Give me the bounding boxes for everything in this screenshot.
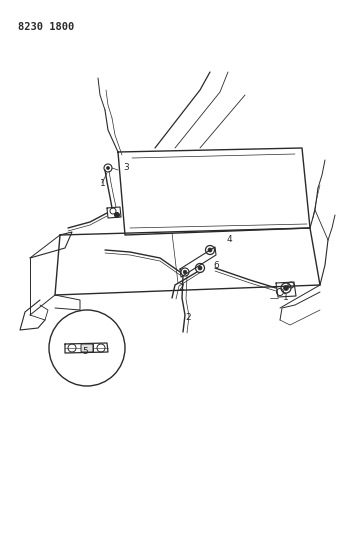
Text: 4: 4 — [227, 236, 233, 245]
Text: 3: 3 — [123, 164, 129, 173]
Circle shape — [106, 166, 109, 169]
Text: 8230 1800: 8230 1800 — [18, 22, 74, 32]
Text: 1: 1 — [100, 179, 106, 188]
Text: 2: 2 — [178, 284, 184, 293]
Text: 5: 5 — [82, 348, 88, 357]
Circle shape — [208, 248, 212, 252]
FancyBboxPatch shape — [81, 344, 93, 352]
Text: 1: 1 — [283, 294, 289, 303]
Circle shape — [284, 286, 289, 290]
Text: 6: 6 — [213, 261, 219, 270]
Circle shape — [183, 270, 187, 274]
Circle shape — [115, 213, 119, 217]
Text: 2: 2 — [185, 313, 191, 322]
Circle shape — [198, 266, 202, 270]
